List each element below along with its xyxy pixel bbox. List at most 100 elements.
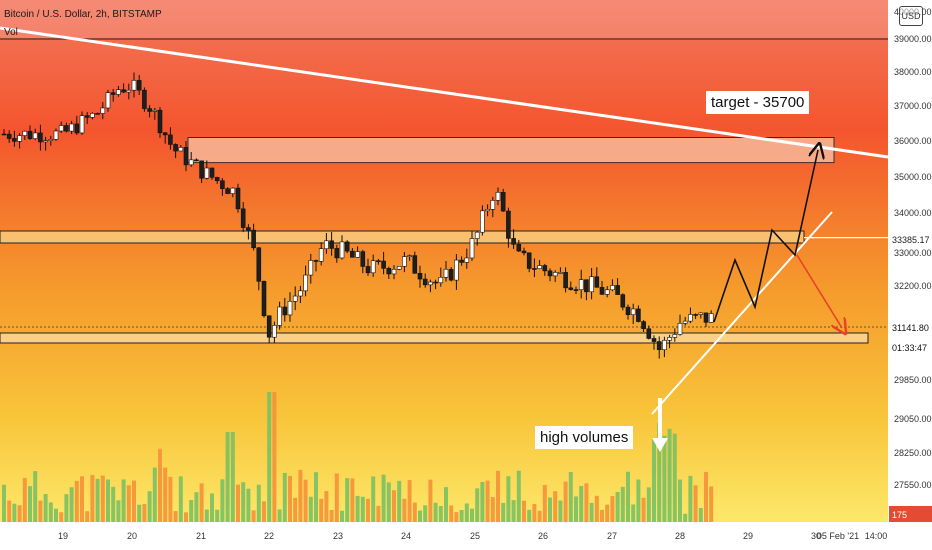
candle-body [79,115,85,134]
volume-bar [615,492,620,522]
candle-body [641,321,646,330]
candle-body [454,259,459,281]
volume-bar [163,467,168,522]
volume-bar [594,495,599,522]
candle-body [417,273,423,280]
volume-bar [142,504,147,522]
candle-body [376,260,381,263]
candle-body [95,113,100,115]
volume-bar [308,496,313,522]
candle-body [100,107,106,114]
x-tick-label: 27 [607,531,617,541]
x-tick-label: 20 [127,531,137,541]
candle-body [443,268,449,278]
volume-bar [459,510,464,522]
volume-bar [293,497,298,522]
x-tick-label: 29 [743,531,753,541]
drawings [0,26,889,452]
target-zone [187,137,835,164]
volume-bar [506,476,511,522]
candle-body [506,210,511,239]
candle-body [547,270,553,277]
volume-bar [636,479,641,522]
candle-body [511,238,516,245]
candle-body [194,159,199,162]
volume-bar [345,478,350,522]
volume-bar [251,510,256,522]
candle-body [391,268,397,275]
x-tick-label: 14:00 [865,531,888,541]
volume-bar [657,422,662,522]
volume-bar [397,480,402,522]
volume-label: Vol [4,27,18,38]
volume-bar [610,496,615,522]
candle-body [594,276,600,288]
volume-bar [210,493,214,522]
volume-bar [2,484,6,522]
ascending-trendline [651,211,833,415]
candle-body [183,147,189,166]
volume-bar [80,476,84,522]
volume-bar [230,432,235,522]
candle-body [116,89,121,95]
volume-bar [579,485,584,522]
volume-bar [548,497,552,522]
candle-body [500,192,506,212]
y-tick-label: 39000.00 [894,34,932,44]
candle-body [251,229,256,249]
volume-bar [282,472,287,522]
price-levels [0,38,888,344]
volume-bar [12,503,17,522]
candle-body [422,278,428,286]
y-tick-label: 29050.00 [894,414,932,424]
volume-bar [688,475,693,522]
currency-badge[interactable]: USD [899,6,923,26]
candle-body [433,281,438,284]
candle-body [313,260,319,262]
candle-body [256,247,262,282]
price-axis-panel [888,0,932,550]
volume-bar [178,476,183,522]
resistance-price-label-bg [889,231,932,247]
volume-bar [28,486,32,522]
candle-body [168,134,173,145]
candle-body [84,115,90,118]
volume-bar [158,448,162,522]
candle-body [688,314,693,322]
candle-body [615,285,620,295]
candle-body [610,285,615,291]
candle-body [131,80,137,91]
volume-bar [236,484,240,522]
volume-bar [215,509,220,522]
candle-body [147,108,152,112]
candle-body [662,340,667,351]
candle-body [350,250,355,258]
candle-body [428,281,433,286]
candle-body [370,260,376,274]
volume-bar [298,469,303,522]
x-tick-label: 23 [333,531,343,541]
volume-bar [501,502,506,522]
volume-bar [59,512,64,522]
candle-body [355,251,360,258]
volume-bar [449,505,454,522]
y-tick-label: 34000.00 [894,208,932,218]
volume-annotation: high volumes [535,426,634,449]
volume-bar [319,498,324,522]
candle-body [563,272,568,289]
candle-body [552,272,558,277]
volume-bar [184,512,188,522]
volume-bar [100,475,105,522]
volume-bar [428,479,433,522]
volume-bar [340,510,344,522]
volume-bar [563,481,568,522]
volume-bar [85,511,90,522]
x-tick-label: 24 [401,531,411,541]
descending-trendline [0,26,889,159]
candle-body [682,320,688,324]
volume-bar [490,497,495,522]
volume-bar [220,479,225,522]
volume-bar [678,479,682,522]
candle-body [490,200,496,210]
resistance-price-label: 33385.17 [892,235,930,245]
